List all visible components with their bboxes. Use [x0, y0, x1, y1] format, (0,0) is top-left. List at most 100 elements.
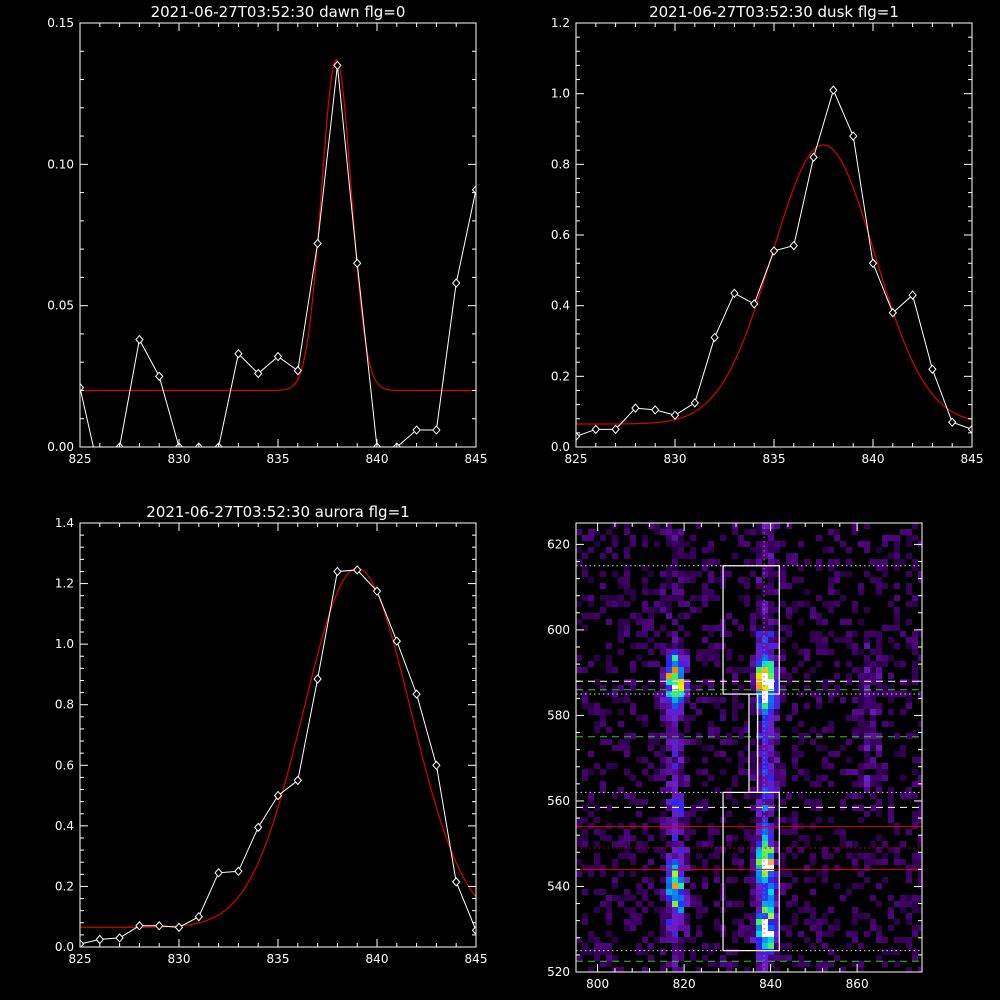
heatmap-cell: [588, 967, 594, 972]
heatmap-cell: [756, 775, 762, 781]
heatmap-cell: [852, 937, 858, 943]
heatmap-cell: [780, 889, 786, 895]
heatmap-cell: [714, 697, 720, 703]
heatmap-cell: [648, 883, 654, 889]
heatmap-cell: [666, 937, 672, 943]
heatmap-cell: [588, 949, 594, 955]
heatmap-cell: [816, 733, 822, 739]
heatmap-cell: [702, 655, 708, 661]
heatmap-cell: [762, 889, 768, 895]
heatmap-cell: [762, 877, 768, 883]
y-tick-label: 520: [547, 965, 570, 979]
heatmap-cell: [732, 799, 738, 805]
heatmap-cell: [624, 847, 630, 853]
heatmap-cell: [876, 565, 882, 571]
heatmap-cell: [762, 547, 768, 553]
heatmap-cell: [726, 739, 732, 745]
heatmap-cell: [858, 967, 864, 972]
heatmap-cell: [828, 697, 834, 703]
heatmap-cell: [624, 853, 630, 859]
data-point: [412, 689, 421, 699]
heatmap-cell: [702, 799, 708, 805]
heatmap-cell: [696, 925, 702, 931]
heatmap-cell: [612, 697, 618, 703]
heatmap-cell: [798, 721, 804, 727]
heatmap-cell: [690, 895, 696, 901]
heatmap-cell: [678, 919, 684, 925]
heatmap-cell: [648, 661, 654, 667]
heatmap-cell: [780, 769, 786, 775]
heatmap-cell: [744, 583, 750, 589]
heatmap-cell: [660, 715, 666, 721]
heatmap-cell: [666, 601, 672, 607]
heatmap-cell: [660, 763, 666, 769]
heatmap-cell: [714, 661, 720, 667]
heatmap-cell: [738, 703, 744, 709]
heatmap-cell: [834, 571, 840, 577]
heatmap-cell: [768, 745, 774, 751]
heatmap-cell: [618, 685, 624, 691]
heatmap-cell: [708, 823, 714, 829]
heatmap-cell: [900, 895, 906, 901]
heatmap-cell: [762, 673, 768, 679]
heatmap-cell: [618, 583, 624, 589]
heatmap-cell: [774, 559, 780, 565]
heatmap-cell: [678, 793, 684, 799]
heatmap-cell: [624, 745, 630, 751]
heatmap-cell: [594, 937, 600, 943]
data-point: [135, 334, 144, 345]
heatmap-cell: [906, 589, 912, 595]
heatmap-cell: [666, 907, 672, 913]
heatmap-cell: [642, 823, 648, 829]
heatmap-cell: [900, 859, 906, 865]
heatmap-cell: [810, 781, 816, 787]
x-tick-label: 845: [961, 452, 984, 466]
heatmap-cell: [762, 667, 768, 673]
heatmap-cell: [870, 679, 876, 685]
heatmap-cell: [618, 841, 624, 847]
heatmap-cell: [798, 577, 804, 583]
heatmap-cell: [732, 697, 738, 703]
heatmap-cell: [756, 523, 762, 529]
heatmap-cell: [648, 613, 654, 619]
heatmap-cell: [918, 859, 922, 865]
heatmap-cell: [870, 763, 876, 769]
heatmap-cell: [912, 637, 918, 643]
heatmap-cell: [600, 961, 606, 967]
heatmap-cell: [846, 673, 852, 679]
heatmap-cell: [792, 961, 798, 967]
heatmap-cell: [780, 625, 786, 631]
heatmap-cell: [750, 667, 756, 673]
heatmap-cell: [702, 865, 708, 871]
heatmap-cell: [804, 961, 810, 967]
heatmap-cell: [726, 787, 732, 793]
heatmap-cell: [858, 961, 864, 967]
heatmap-cell: [762, 829, 768, 835]
heatmap-cell: [678, 649, 684, 655]
heatmap-cell: [756, 937, 762, 943]
heatmap-cell: [774, 631, 780, 637]
heatmap-cell: [774, 673, 780, 679]
heatmap-cell: [912, 631, 918, 637]
heatmap-cell: [636, 889, 642, 895]
heatmap-cell: [702, 859, 708, 865]
heatmap-cell: [888, 913, 894, 919]
heatmap-cell: [612, 601, 618, 607]
heatmap-cell: [786, 583, 792, 589]
data-point: [372, 586, 382, 596]
heatmap-cell: [876, 883, 882, 889]
heatmap-cell: [804, 703, 810, 709]
heatmap-cell: [594, 709, 600, 715]
heatmap-cell: [702, 649, 708, 655]
heatmap-cell: [576, 559, 582, 565]
heatmap-cell: [678, 817, 684, 823]
heatmap-cell: [600, 769, 606, 775]
heatmap-cell: [714, 727, 720, 733]
heatmap-cell: [714, 919, 720, 925]
heatmap-cell: [660, 643, 666, 649]
data-point: [471, 925, 476, 936]
heatmap-cell: [918, 817, 922, 823]
heatmap-cell: [798, 931, 804, 937]
heatmap-cell: [642, 721, 648, 727]
heatmap-cell: [594, 703, 600, 709]
